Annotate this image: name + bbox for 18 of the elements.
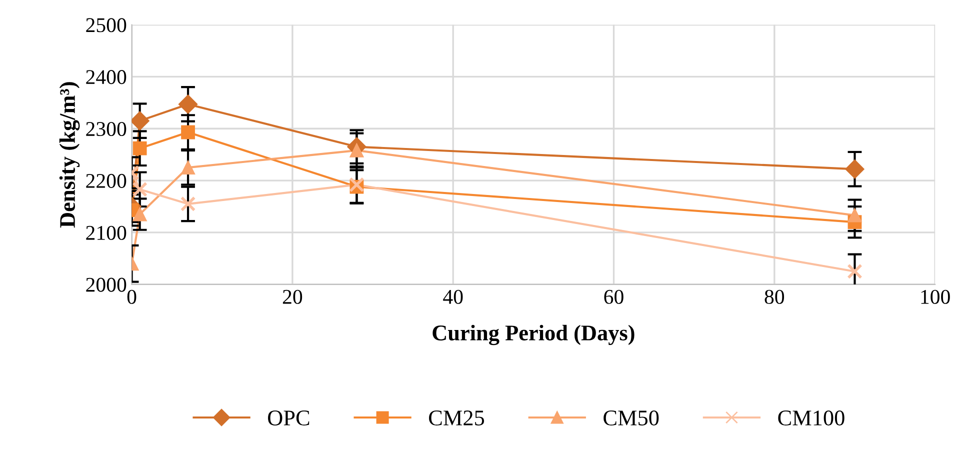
legend-label: CM25 [429,410,484,426]
y-tick-label: 2500 [86,18,126,32]
y-tick-label: 2400 [86,70,126,84]
y-tick-label: 2000 [86,278,126,292]
y-tick-label: 2100 [86,226,126,240]
x-tick-label: 60 [604,290,624,304]
legend-label: CM100 [778,410,844,426]
y-axis-title: Density (kg/m³) [59,82,80,228]
x-tick-label: 40 [443,290,463,304]
x-tick-label: 80 [764,290,784,304]
x-tick-label: 20 [282,290,302,304]
x-tick-label: 0 [127,290,136,304]
legend-label: OPC [268,410,310,426]
y-tick-label: 2300 [86,122,126,136]
x-tick-label: 100 [921,290,950,304]
y-tick-label: 2200 [86,174,126,188]
x-axis-title: Curing Period (Days) [432,324,634,346]
legend-label: CM50 [604,410,659,426]
